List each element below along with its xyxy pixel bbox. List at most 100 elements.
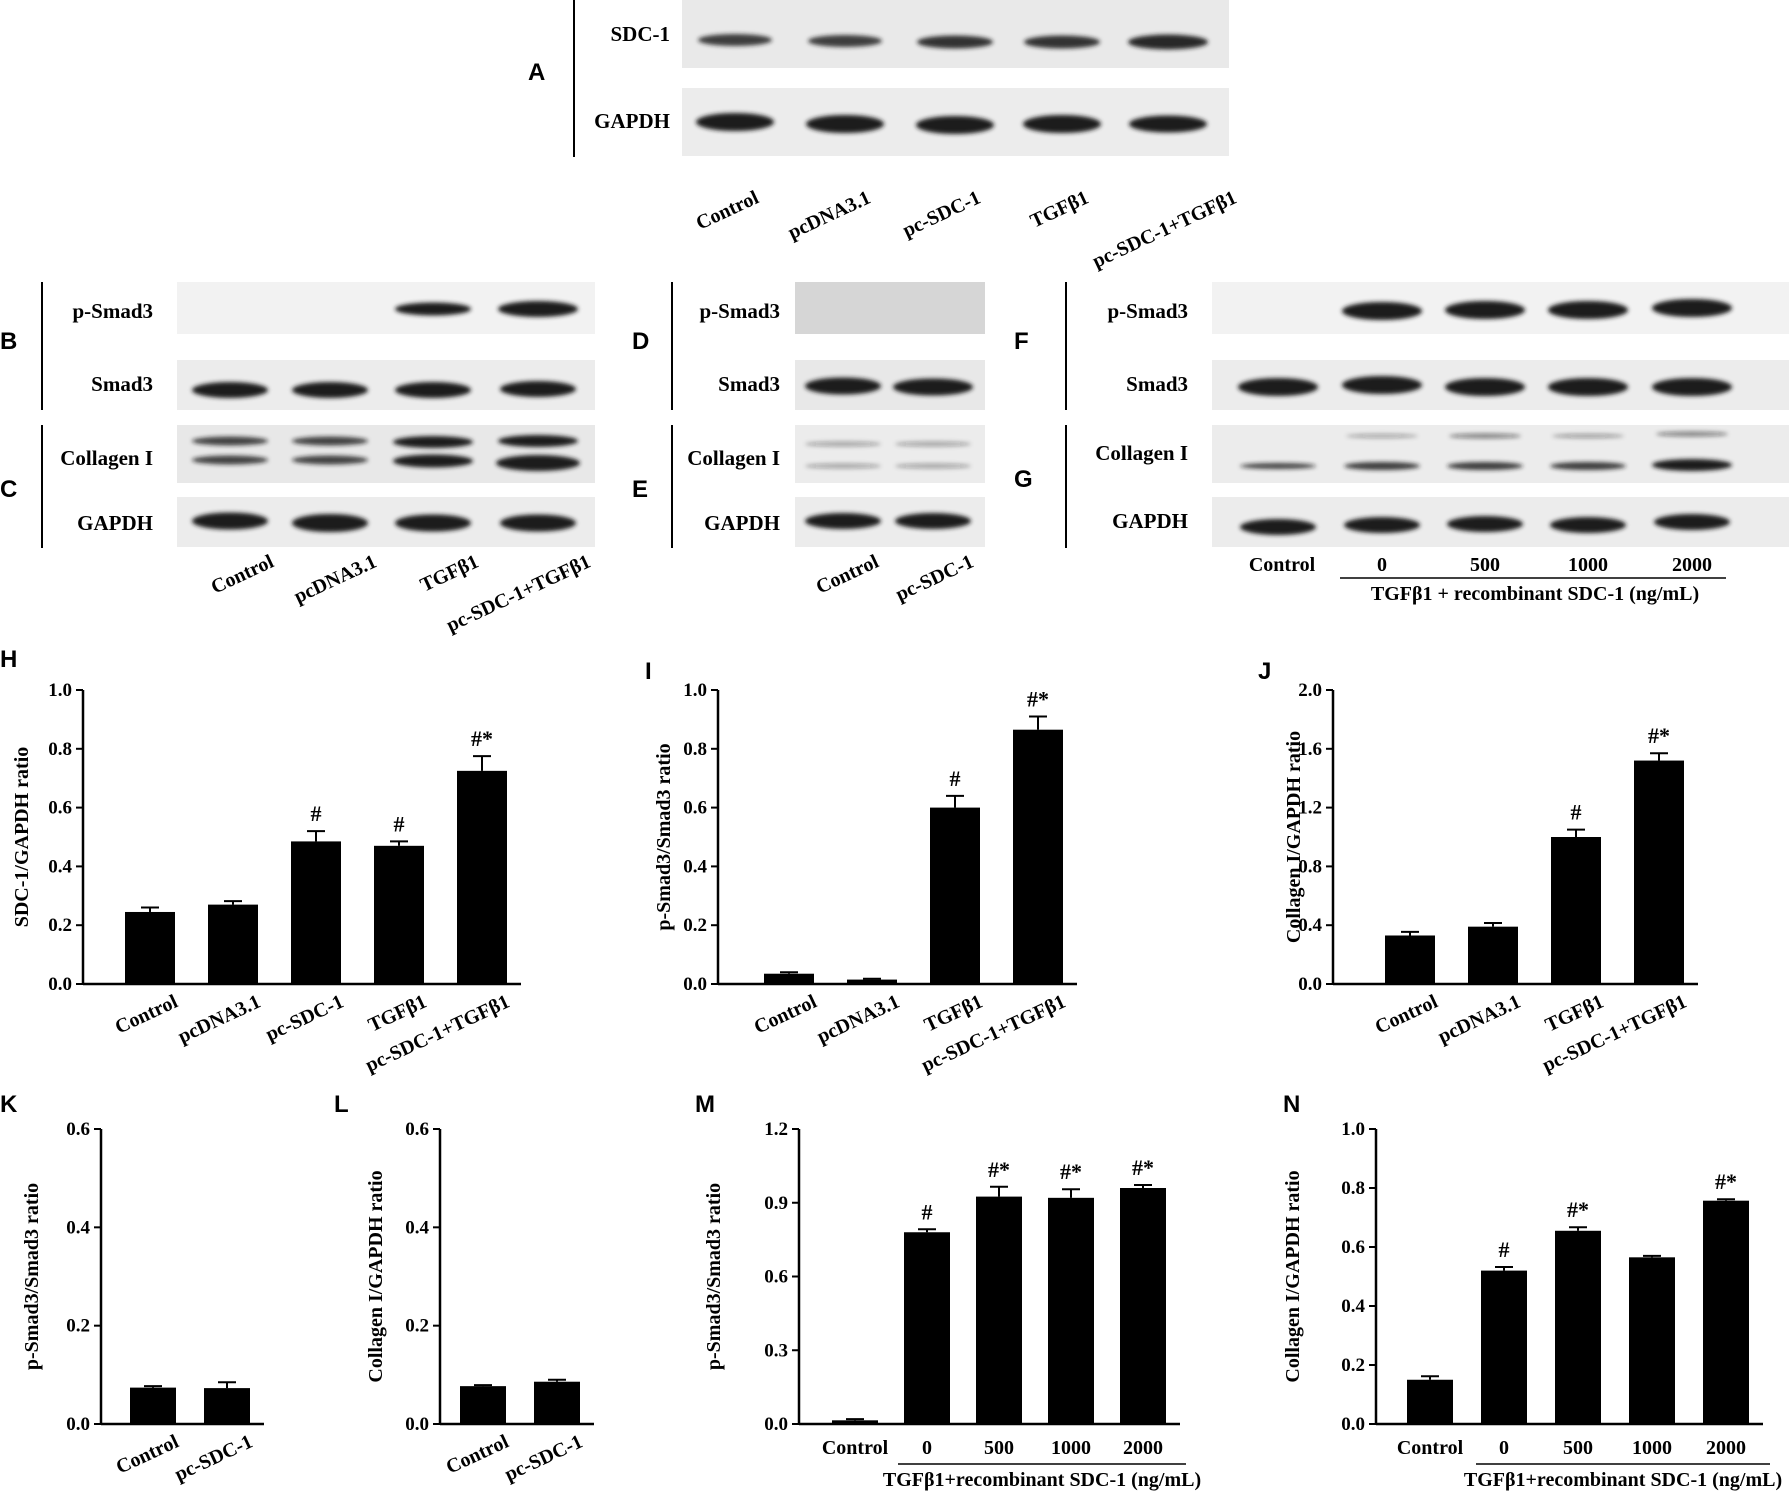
- lane-label: 1000: [1568, 554, 1608, 576]
- blot-row-label: Smad3: [1126, 372, 1188, 396]
- lane-label: pcDNA3.1: [785, 187, 874, 244]
- panel-label-f: F: [1014, 328, 1029, 355]
- lane-label: 2000: [1672, 554, 1712, 576]
- significance-mark: #: [950, 766, 961, 791]
- bar: [976, 1196, 1022, 1424]
- x-tick-label: 1000: [1632, 1437, 1672, 1459]
- x-tick-label: pc-SDC-1: [262, 991, 347, 1046]
- y-tick-label: 0.6: [48, 798, 72, 819]
- bar: [534, 1381, 580, 1424]
- y-tick-label: 1.2: [764, 1119, 788, 1140]
- panel-label-l: L: [334, 1091, 349, 1118]
- blot-row-label: GAPDH: [704, 511, 780, 535]
- y-axis-label: SDC-1/GAPDH ratio: [11, 747, 33, 928]
- y-tick-label: 0.0: [405, 1414, 429, 1435]
- y-tick-label: 0.4: [405, 1217, 429, 1238]
- y-tick-label: 0.0: [1341, 1414, 1365, 1435]
- y-tick-label: 1.0: [1341, 1119, 1365, 1140]
- lane-label: pc-SDC-1+TGFβ1: [1089, 187, 1240, 273]
- blot-row-label: Collagen I: [687, 446, 780, 470]
- bar: [457, 770, 507, 984]
- y-tick-label: 0.2: [683, 915, 707, 936]
- significance-mark: #*: [1715, 1169, 1737, 1194]
- bar: [1407, 1379, 1453, 1424]
- bar: [904, 1232, 950, 1424]
- x-tick-label: pc-SDC-1: [501, 1431, 586, 1486]
- panel-label-g: G: [1014, 466, 1033, 493]
- bar: [1385, 935, 1435, 984]
- panel-label-c: C: [0, 476, 17, 503]
- panel-fg-blot: F G p-Smad3 Smad3 Collagen I GAPDH: [1014, 282, 1789, 605]
- x-tick-label: 2000: [1123, 1437, 1163, 1459]
- lane-label: TGFβ1: [417, 551, 482, 597]
- y-tick-label: 0.4: [683, 856, 707, 877]
- bar: [374, 845, 424, 984]
- lane-label: 0: [1377, 554, 1387, 576]
- bar: [125, 911, 175, 984]
- y-tick-label: 1.2: [1298, 798, 1322, 819]
- y-tick-label: 0.4: [1298, 915, 1322, 936]
- y-tick-label: 0.6: [1341, 1237, 1365, 1258]
- panel-label-e: E: [632, 476, 648, 503]
- y-tick-label: 0.0: [1298, 974, 1322, 995]
- y-tick-label: 1.0: [48, 680, 72, 701]
- bar: [764, 973, 814, 984]
- x-tick-label: pcDNA3.1: [175, 991, 264, 1048]
- x-tick-label: Control: [1397, 1437, 1464, 1459]
- x-tick-label: pcDNA3.1: [1435, 991, 1524, 1048]
- panel-label-d: D: [632, 328, 649, 355]
- panel-label-i: I: [645, 658, 652, 685]
- x-tick-label: Control: [1372, 990, 1442, 1038]
- lane-label: Control: [1249, 554, 1316, 576]
- significance-mark: #*: [988, 1157, 1010, 1182]
- y-tick-label: 0.9: [764, 1193, 788, 1214]
- bar: [1048, 1197, 1094, 1424]
- y-tick-label: 0.2: [66, 1316, 90, 1337]
- x-tick-label: Control: [751, 990, 821, 1038]
- bar: [291, 841, 341, 984]
- blot-row-label: Collagen I: [1095, 441, 1188, 465]
- x-tick-label: 0: [922, 1437, 932, 1459]
- lane-label: TGFβ1: [1027, 187, 1092, 233]
- group-label: TGFβ1+recombinant SDC-1 (ng/mL): [1464, 1469, 1782, 1491]
- lane-label: pc-SDC-1: [899, 187, 984, 242]
- bar: [1481, 1270, 1527, 1424]
- significance-mark: #: [394, 811, 405, 836]
- lane-label: Control: [813, 550, 883, 598]
- x-tick-label: pc-SDC-1+TGFβ1: [918, 991, 1069, 1077]
- x-tick-label: 500: [984, 1437, 1014, 1459]
- significance-mark: #*: [1132, 1155, 1154, 1180]
- lane-label: Control: [208, 550, 278, 598]
- x-tick-label: 500: [1563, 1437, 1593, 1459]
- y-tick-label: 0.3: [764, 1340, 788, 1361]
- y-tick-label: 0.2: [48, 915, 72, 936]
- y-tick-label: 0.2: [405, 1316, 429, 1337]
- blot-row-label: GAPDH: [77, 511, 153, 535]
- bar: [1013, 729, 1063, 984]
- bar: [1703, 1200, 1749, 1424]
- lane-label: pcDNA3.1: [291, 551, 380, 608]
- x-tick-label: pc-SDC-1+TGFβ1: [1539, 991, 1690, 1077]
- lane-label: Control: [693, 186, 763, 234]
- y-tick-label: 1.0: [683, 680, 707, 701]
- y-axis-label: p-Smad3/Smad3 ratio: [653, 743, 675, 930]
- x-tick-label: Control: [112, 990, 182, 1038]
- y-tick-label: 0.6: [66, 1119, 90, 1140]
- significance-mark: #*: [1648, 723, 1670, 748]
- bar: [1629, 1257, 1675, 1424]
- blot-row-label: SDC-1: [610, 22, 670, 46]
- panel-a-blot: A SDC-1 GAPDH Control pcDNA3.1 pc-SDC-1 …: [528, 0, 1240, 273]
- blot-row-label: p-Smad3: [72, 299, 153, 323]
- y-tick-label: 0.0: [48, 974, 72, 995]
- x-tick-label: 1000: [1051, 1437, 1091, 1459]
- y-tick-label: 0.6: [405, 1119, 429, 1140]
- y-axis-label: Collagen I/GAPDH ratio: [365, 1170, 387, 1382]
- y-tick-label: 0.8: [1298, 856, 1322, 877]
- panel-label-m: M: [695, 1091, 715, 1118]
- blot-row-label: GAPDH: [1112, 509, 1188, 533]
- y-tick-label: 2.0: [1298, 680, 1322, 701]
- bar: [204, 1388, 250, 1424]
- lane-label: pc-SDC-1: [892, 551, 977, 606]
